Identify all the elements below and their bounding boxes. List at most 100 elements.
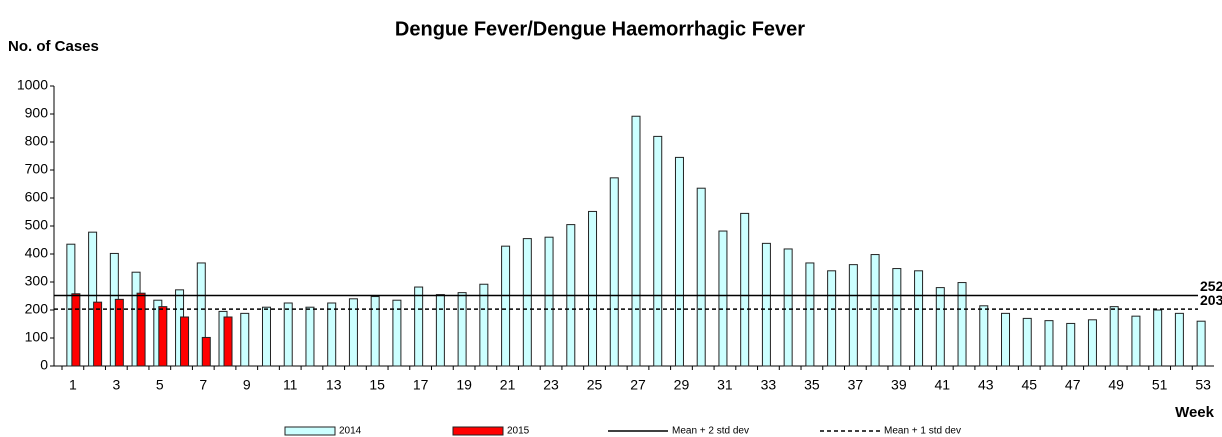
bar: [223, 316, 233, 367]
bar: [305, 306, 315, 367]
bar: [979, 305, 989, 367]
bar: [848, 264, 858, 367]
bar: [1196, 320, 1206, 367]
x-tick-label: 3: [112, 377, 120, 393]
x-tick-label: 39: [891, 377, 907, 393]
bar: [1174, 312, 1184, 367]
bar: [827, 270, 837, 367]
x-tick-label: 43: [978, 377, 994, 393]
bar: [892, 268, 902, 367]
y-tick-label: 700: [25, 161, 49, 177]
bar: [327, 302, 337, 367]
y-tick-label: 200: [25, 301, 49, 317]
legend-swatch: [284, 426, 336, 436]
y-tick-label: 300: [25, 273, 49, 289]
x-tick-label: 45: [1021, 377, 1037, 393]
legend-swatch: [452, 426, 504, 436]
bar: [631, 115, 641, 367]
x-tick-label: 37: [848, 377, 864, 393]
bar: [261, 306, 271, 367]
bar: [544, 236, 554, 367]
x-tick-label: 1: [69, 377, 77, 393]
bar: [588, 210, 598, 367]
x-axis-label: Week: [1175, 404, 1215, 421]
y-tick-label: 400: [25, 245, 49, 261]
bar: [1044, 320, 1054, 367]
bar: [114, 298, 124, 367]
x-tick-label: 19: [456, 377, 472, 393]
x-tick-label: 11: [283, 377, 298, 393]
y-tick-label: 500: [25, 217, 49, 233]
x-tick-label: 53: [1195, 377, 1211, 393]
bar: [93, 301, 103, 367]
bar: [914, 270, 924, 367]
bar: [370, 296, 380, 367]
legend-label: 2014: [339, 426, 362, 437]
bar: [1131, 315, 1141, 367]
y-tick-label: 900: [25, 105, 49, 121]
y-axis-label: No. of Cases: [8, 38, 99, 55]
bar: [1109, 306, 1119, 367]
x-tick-label: 49: [1108, 377, 1124, 393]
x-tick-label: 23: [543, 377, 559, 393]
bar: [718, 230, 728, 367]
bar: [1066, 322, 1076, 367]
x-tick-label: 31: [717, 377, 733, 393]
x-tick-label: 33: [761, 377, 777, 393]
x-tick-label: 5: [156, 377, 164, 393]
bar: [935, 287, 945, 367]
x-tick-label: 13: [326, 377, 342, 393]
bar: [1022, 317, 1032, 367]
bar: [1001, 312, 1011, 367]
bar: [88, 231, 98, 367]
bar: [136, 292, 146, 367]
bar: [414, 286, 424, 367]
bar: [283, 302, 293, 367]
bar: [71, 293, 81, 367]
bar: [435, 294, 445, 367]
legend-label: Mean + 1 std dev: [884, 426, 961, 437]
bar: [1087, 319, 1097, 367]
bar: [240, 312, 250, 367]
bar: [180, 316, 190, 367]
y-tick-label: 0: [40, 357, 48, 373]
y-tick-label: 1000: [17, 77, 48, 93]
bar: [805, 262, 815, 367]
bar: [957, 282, 967, 367]
bar: [479, 283, 489, 367]
bar: [696, 187, 706, 367]
bar: [609, 177, 619, 367]
y-tick-label: 100: [25, 329, 49, 345]
bar: [674, 156, 684, 367]
bar: [158, 306, 168, 367]
x-tick-label: 47: [1065, 377, 1081, 393]
x-tick-label: 21: [500, 377, 516, 393]
bar: [740, 212, 750, 367]
x-tick-label: 17: [413, 377, 429, 393]
x-tick-label: 25: [587, 377, 603, 393]
x-tick-label: 7: [199, 377, 207, 393]
bar: [501, 245, 511, 367]
bar: [1153, 309, 1163, 367]
y-tick-label: 800: [25, 133, 49, 149]
bar: [201, 336, 211, 367]
bar: [348, 298, 358, 367]
bar: [457, 292, 467, 367]
x-tick-label: 35: [804, 377, 820, 393]
x-tick-label: 29: [674, 377, 690, 393]
legend-label: 2015: [507, 426, 530, 437]
x-tick-label: 27: [630, 377, 646, 393]
bar: [783, 248, 793, 367]
legend-label: Mean + 2 std dev: [672, 426, 749, 437]
chart-title: Dengue Fever/Dengue Haemorrhagic Fever: [395, 18, 805, 40]
reference-label: 252: [1200, 278, 1222, 294]
bar: [196, 262, 206, 367]
x-tick-label: 51: [1152, 377, 1168, 393]
x-tick-label: 9: [243, 377, 251, 393]
bar: [761, 242, 771, 367]
bar: [522, 238, 532, 367]
bar: [870, 254, 880, 367]
reference-label: 203: [1200, 292, 1222, 308]
bar: [653, 135, 663, 367]
